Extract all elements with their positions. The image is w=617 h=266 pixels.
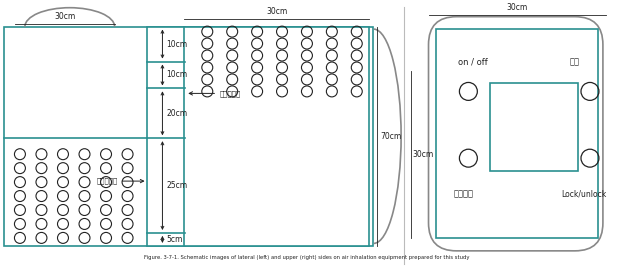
Text: 25cm: 25cm (167, 181, 188, 190)
Text: 30cm: 30cm (507, 3, 528, 12)
Bar (491, 84, 578, 171)
Text: 10cm: 10cm (167, 70, 188, 80)
Bar (4, 27, 373, 246)
Text: Figure. 3-7-1. Schematic images of lateral (left) and upper (right) sides on air: Figure. 3-7-1. Schematic images of later… (144, 255, 470, 260)
Text: 30cm: 30cm (54, 12, 75, 21)
Text: 공기유입구: 공기유입구 (96, 178, 118, 184)
Bar (147, 27, 185, 246)
FancyBboxPatch shape (429, 17, 603, 251)
Text: 30cm: 30cm (267, 7, 288, 16)
Bar (436, 29, 598, 238)
Text: on / off: on / off (458, 57, 488, 66)
Text: Lock/unlock: Lock/unlock (561, 190, 607, 198)
Text: 공기배출구: 공기배출구 (219, 90, 241, 97)
Text: 10cm: 10cm (167, 40, 188, 49)
Text: 유속: 유속 (570, 57, 580, 66)
Text: 20cm: 20cm (167, 109, 188, 118)
Bar (184, 27, 369, 246)
Text: 가동시간: 가동시간 (453, 190, 473, 198)
Text: 70cm: 70cm (381, 132, 402, 141)
Text: 30cm: 30cm (413, 150, 434, 159)
Text: 5cm: 5cm (167, 235, 183, 244)
